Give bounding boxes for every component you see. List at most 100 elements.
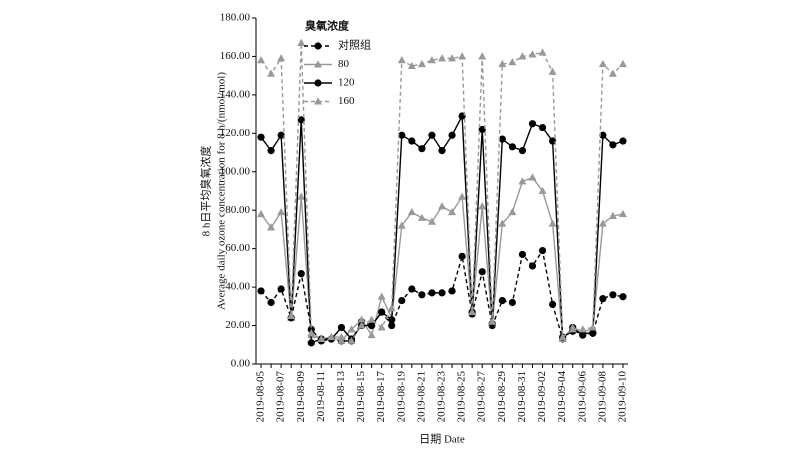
data-point — [398, 131, 406, 139]
data-point — [277, 131, 285, 139]
data-point — [277, 54, 286, 62]
data-point — [548, 67, 557, 75]
data-point — [257, 287, 265, 295]
data-point — [458, 52, 467, 60]
x-tick-label: 2019-08-25 — [456, 371, 468, 423]
data-point — [337, 336, 346, 344]
data-point — [528, 120, 537, 128]
y-tick-label: 180.00 — [220, 12, 251, 24]
data-point — [498, 219, 507, 227]
data-point — [297, 116, 305, 124]
y-axis-label: 8 h日平均臭氧浓度 — [199, 146, 213, 237]
y-tick-label: 60.00 — [225, 242, 250, 254]
data-point — [357, 321, 366, 329]
data-point — [548, 300, 557, 309]
data-point — [418, 291, 426, 299]
data-point — [297, 38, 306, 46]
x-tick-label: 2019-09-02 — [536, 371, 548, 422]
data-point — [418, 145, 426, 153]
data-point — [568, 325, 577, 333]
data-point — [548, 219, 557, 227]
x-tick-label: 2019-08-23 — [436, 371, 448, 423]
data-point — [538, 246, 547, 255]
data-point — [448, 131, 456, 139]
x-tick-label: 2019-08-31 — [516, 371, 528, 422]
data-point — [478, 52, 487, 60]
x-tick-label: 2019-08-07 — [275, 371, 287, 423]
data-point — [538, 48, 547, 56]
data-point — [357, 315, 366, 323]
data-point — [367, 315, 376, 323]
data-point — [508, 143, 516, 151]
data-point — [438, 147, 446, 155]
data-point — [438, 54, 446, 62]
data-point — [448, 54, 457, 62]
series-line — [260, 176, 624, 342]
data-point — [408, 137, 416, 145]
data-point — [407, 61, 416, 70]
data-point — [528, 50, 537, 58]
data-point — [618, 59, 627, 68]
data-point — [448, 287, 456, 295]
data-point — [398, 296, 406, 305]
x-tick-label: 2019-08-29 — [496, 371, 508, 423]
data-point — [598, 59, 607, 68]
data-point — [267, 298, 275, 307]
data-point — [558, 332, 567, 341]
data-point — [388, 316, 396, 324]
data-point — [267, 69, 276, 77]
x-tick-label: 2019-08-13 — [335, 371, 347, 423]
data-point — [448, 207, 457, 216]
x-tick-label: 2019-09-04 — [556, 371, 568, 423]
data-point — [267, 147, 275, 155]
legend-marker — [314, 79, 322, 87]
data-point — [458, 192, 467, 200]
data-point — [407, 207, 416, 216]
x-tick-label: 2019-08-15 — [355, 371, 367, 423]
data-point — [518, 250, 527, 259]
data-point — [377, 323, 386, 331]
data-point — [609, 291, 617, 299]
data-point — [588, 323, 597, 331]
legend-label: 对照组 — [338, 38, 371, 52]
data-point — [438, 289, 446, 297]
data-point — [307, 339, 315, 347]
data-point — [518, 52, 527, 60]
data-point — [277, 285, 285, 293]
y-tick-label: 160.00 — [220, 50, 251, 62]
legend-marker — [314, 42, 322, 50]
data-point — [458, 252, 466, 260]
data-point — [438, 202, 446, 210]
y-tick-label: 20.00 — [225, 319, 250, 331]
y-tick-label: 0.00 — [231, 358, 251, 370]
data-point — [478, 202, 487, 210]
data-point — [518, 147, 527, 155]
data-point — [327, 332, 336, 341]
data-point — [538, 123, 547, 132]
data-point — [538, 186, 547, 194]
data-point — [609, 141, 617, 149]
x-tick-label: 2019-08-27 — [476, 371, 488, 423]
data-point — [287, 311, 296, 319]
data-point — [387, 304, 396, 312]
data-point — [257, 56, 266, 64]
data-point — [347, 325, 356, 333]
data-point — [378, 308, 386, 316]
data-point — [508, 298, 516, 307]
y-tick-label: 100.00 — [220, 165, 251, 177]
data-point — [417, 59, 426, 68]
data-point — [488, 317, 497, 325]
data-point — [367, 330, 376, 339]
data-point — [599, 131, 607, 139]
data-point — [508, 58, 517, 66]
y-tick-label: 80.00 — [225, 204, 250, 216]
x-axis-label: 日期 Date — [419, 433, 465, 446]
data-point — [397, 56, 406, 64]
data-point — [377, 292, 386, 300]
data-point — [468, 307, 477, 316]
data-point — [478, 125, 486, 134]
x-tick-label: 2019-08-19 — [395, 371, 407, 423]
x-tick-label: 2019-09-08 — [596, 371, 608, 423]
legend-label: 160 — [338, 95, 355, 107]
